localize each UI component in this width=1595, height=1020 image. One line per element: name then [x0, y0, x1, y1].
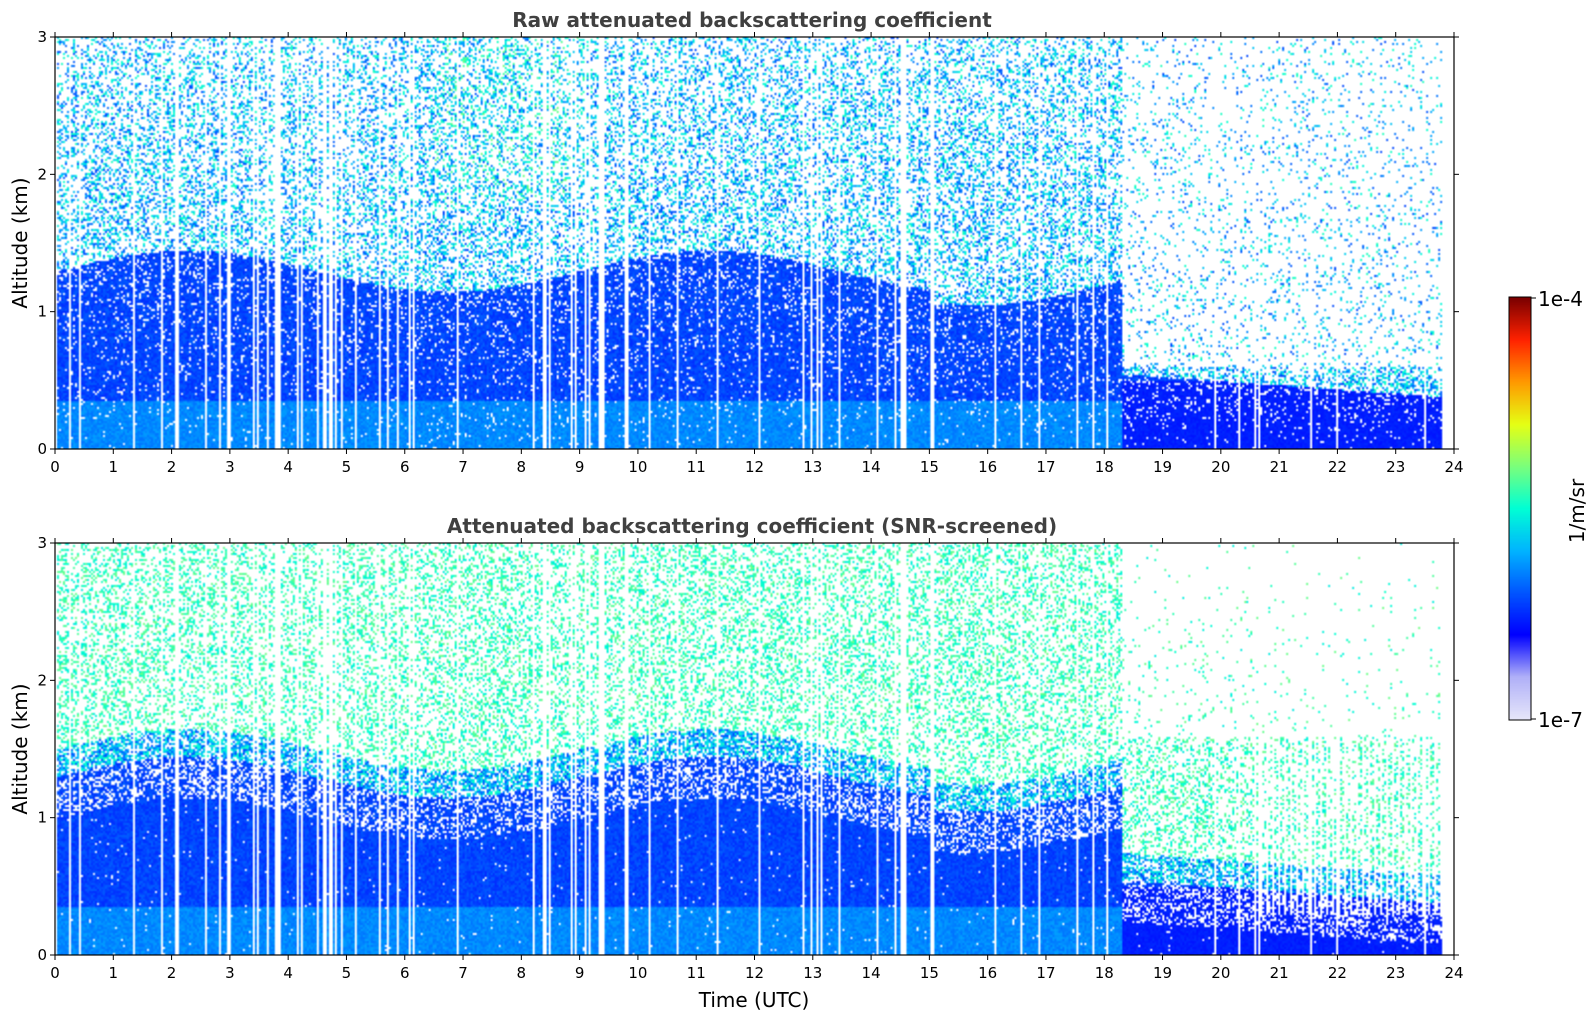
- x-tick-label: 24: [1444, 458, 1463, 476]
- x-tick-label: 16: [978, 458, 997, 476]
- x-tick-label: 15: [920, 458, 939, 476]
- x-axis-label: Time (UTC): [698, 988, 810, 1012]
- y-axis-ticks: 0 1 2 3: [37, 534, 1459, 964]
- x-tick-label: 23: [1386, 964, 1405, 982]
- panel-title: Raw attenuated backscattering coefficien…: [512, 8, 992, 32]
- x-tick-label: 12: [745, 964, 764, 982]
- x-tick-label: 21: [1270, 964, 1289, 982]
- x-tick-label: 1: [109, 458, 119, 476]
- x-tick-label: 3: [225, 964, 235, 982]
- colorbar-frame: [1508, 296, 1532, 721]
- x-tick-label: 14: [862, 964, 881, 982]
- panel-title: Attenuated backscattering coefficient (S…: [447, 514, 1057, 538]
- colorbar-gradient: [1509, 297, 1531, 720]
- x-tick-label: 17: [1036, 458, 1055, 476]
- y-axis-label: Altitude (km): [8, 683, 32, 814]
- x-tick-label: 5: [342, 458, 352, 476]
- x-axis-ticks: 0 1 2 3 4 5 6 7 8 9 10 11 12 13 14 15 16 17 18 19 20 21 22 23 24: [50, 538, 1464, 982]
- x-tick-label: 22: [1328, 458, 1347, 476]
- raw-backscatter-panel: Raw attenuated backscattering coefficien…: [8, 8, 1464, 476]
- x-tick-label: 8: [517, 458, 527, 476]
- y-tick-label: 3: [37, 28, 47, 46]
- x-tick-label: 3: [225, 458, 235, 476]
- x-tick-label: 13: [803, 964, 822, 982]
- x-tick-label: 8: [517, 964, 527, 982]
- x-tick-label: 11: [687, 964, 706, 982]
- x-tick-label: 24: [1444, 964, 1463, 982]
- x-tick-label: 0: [50, 458, 60, 476]
- x-tick-label: 18: [1095, 458, 1114, 476]
- x-tick-label: 0: [50, 964, 60, 982]
- x-tick-label: 21: [1270, 458, 1289, 476]
- colorbar-unit-label: 1/m/sr: [1565, 478, 1589, 543]
- x-tick-label: 14: [862, 458, 881, 476]
- raw-backscatter-heatmap: [55, 37, 1454, 449]
- x-tick-label: 19: [1153, 964, 1172, 982]
- x-tick-label: 7: [458, 964, 468, 982]
- y-axis-ticks: 0 1 2 3: [37, 28, 1459, 458]
- x-tick-label: 2: [167, 458, 177, 476]
- y-tick-label: 3: [37, 534, 47, 552]
- x-tick-label: 16: [978, 964, 997, 982]
- x-tick-label: 20: [1211, 964, 1230, 982]
- snr-screened-heatmap: [55, 543, 1454, 955]
- x-tick-label: 12: [745, 458, 764, 476]
- x-tick-label: 6: [400, 964, 410, 982]
- x-tick-label: 22: [1328, 964, 1347, 982]
- x-tick-label: 10: [628, 964, 647, 982]
- x-tick-label: 23: [1386, 458, 1405, 476]
- x-tick-label: 9: [575, 458, 585, 476]
- y-tick-label: 1: [37, 809, 47, 827]
- x-axis-ticks: 0 1 2 3 4 5 6 7 8 9 10 11 12 13 14 15 16 17 18 19 20 21 22 23 24: [50, 32, 1464, 476]
- x-tick-label: 19: [1153, 458, 1172, 476]
- x-tick-label: 20: [1211, 458, 1230, 476]
- x-tick-label: 1: [109, 964, 119, 982]
- y-tick-label: 2: [37, 671, 47, 689]
- colorbar-max-label: 1e-4: [1538, 287, 1583, 311]
- y-axis-label: Altitude (km): [8, 177, 32, 308]
- y-tick-label: 0: [37, 440, 47, 458]
- x-tick-label: 7: [458, 458, 468, 476]
- colorbar-min-label: 1e-7: [1538, 708, 1583, 732]
- x-tick-label: 2: [167, 964, 177, 982]
- x-tick-label: 4: [283, 964, 293, 982]
- x-tick-label: 11: [687, 458, 706, 476]
- x-tick-label: 10: [628, 458, 647, 476]
- y-tick-label: 0: [37, 946, 47, 964]
- y-tick-label: 1: [37, 303, 47, 321]
- y-tick-label: 2: [37, 165, 47, 183]
- x-tick-label: 15: [920, 964, 939, 982]
- x-tick-label: 17: [1036, 964, 1055, 982]
- x-tick-label: 13: [803, 458, 822, 476]
- snr-screened-backscatter-panel: Attenuated backscattering coefficient (S…: [8, 514, 1464, 1012]
- x-tick-label: 4: [283, 458, 293, 476]
- colorbar: 1e-4 1e-7 1/m/sr: [1508, 287, 1589, 732]
- x-tick-label: 18: [1095, 964, 1114, 982]
- x-tick-label: 9: [575, 964, 585, 982]
- x-tick-label: 6: [400, 458, 410, 476]
- x-tick-label: 5: [342, 964, 352, 982]
